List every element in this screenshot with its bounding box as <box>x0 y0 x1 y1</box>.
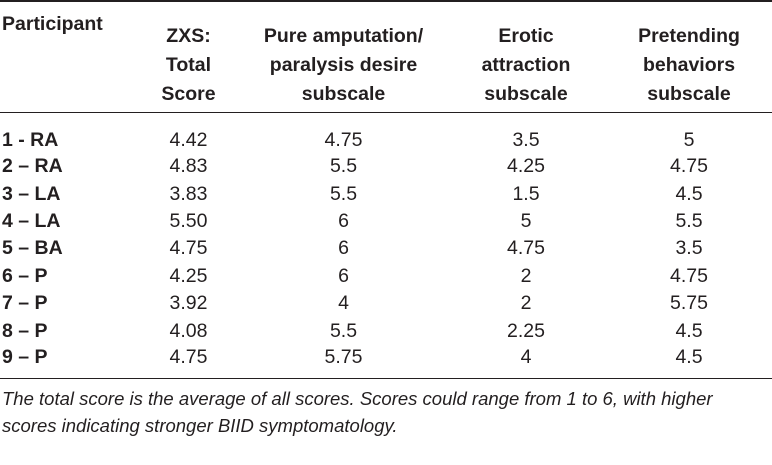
amputation-cell: 5.5 <box>329 182 358 205</box>
header-line: Erotic <box>498 24 554 47</box>
table-header: Participant ZXS: Total Score Pure amputa… <box>0 1 772 112</box>
amputation-cell: 6 <box>338 209 349 232</box>
participant-cell: 2 – RA <box>2 155 63 178</box>
pretending-cell: 5.5 <box>675 209 703 232</box>
header-participant-line: Participant <box>2 13 103 35</box>
participant-cell: 9 – P <box>2 346 48 369</box>
table-row: 8 – P 4.08 5.5 2.25 4.5 <box>0 317 772 344</box>
participant-cell: 7 – P <box>2 292 48 315</box>
header-pretending-subscale: Pretending behaviors subscale <box>606 1 772 112</box>
amputation-cell: 5.75 <box>324 346 363 369</box>
table-footnote: The total score is the average of all sc… <box>0 379 772 439</box>
erotic-cell: 2.25 <box>507 319 545 342</box>
table-row: 4 – LA 5.50 6 5 5.5 <box>0 207 772 234</box>
header-line: ZXS: <box>166 24 211 47</box>
erotic-cell: 4.25 <box>507 155 545 178</box>
header-amputation-subscale: Pure amputation/ paralysis desire subsca… <box>241 1 446 112</box>
table-row: 7 – P 3.92 4 2 5.75 <box>0 289 772 316</box>
erotic-cell: 2 <box>520 264 532 287</box>
footnote-line: scores indicating stronger BIID symptoma… <box>2 415 398 437</box>
header-line: Pretending <box>638 24 740 47</box>
table-body: 1 - RA 4.42 4.75 3.5 5 2 – RA 4.83 5.5 4… <box>0 112 772 379</box>
scores-table: Participant ZXS: Total Score Pure amputa… <box>0 1 772 379</box>
table-row: 3 – LA 3.83 5.5 1.5 4.5 <box>0 180 772 207</box>
header-row: Participant ZXS: Total Score Pure amputa… <box>0 1 772 112</box>
participant-cell: 4 – LA <box>2 209 61 232</box>
table-row: 2 – RA 4.83 5.5 4.25 4.75 <box>0 153 772 180</box>
erotic-cell: 2 <box>520 292 532 315</box>
total-score-cell: 3.92 <box>169 292 208 315</box>
erotic-cell: 4 <box>520 346 532 369</box>
erotic-cell: 1.5 <box>512 182 540 205</box>
pretending-cell: 4.5 <box>675 346 703 369</box>
header-line: Score <box>161 82 216 105</box>
header-line: attraction <box>481 53 571 76</box>
header-participant: Participant <box>0 1 136 112</box>
pretending-cell: 4.5 <box>675 182 703 205</box>
total-score-cell: 4.25 <box>169 264 208 287</box>
amputation-cell: 6 <box>338 237 349 260</box>
erotic-cell: 3.5 <box>512 128 540 151</box>
header-line: Pure amputation/ <box>263 24 424 47</box>
pretending-cell: 5 <box>683 128 695 151</box>
table-row: 1 - RA 4.42 4.75 3.5 5 <box>0 112 772 153</box>
pretending-cell: 4.5 <box>675 319 703 342</box>
total-score-cell: 4.83 <box>169 155 208 178</box>
header-line: subscale <box>647 82 731 105</box>
erotic-cell: 5 <box>520 209 532 232</box>
table-row: 6 – P 4.25 6 2 4.75 <box>0 262 772 289</box>
table-row: 9 – P 4.75 5.75 4 4.5 <box>0 344 772 379</box>
total-score-cell: 4.75 <box>169 346 208 369</box>
pretending-cell: 4.75 <box>670 155 708 178</box>
amputation-cell: 4.75 <box>324 128 363 151</box>
footnote-line: The total score is the average of all sc… <box>2 388 713 410</box>
participant-cell: 5 – BA <box>2 237 63 260</box>
amputation-cell: 5.5 <box>329 319 358 342</box>
table-row: 5 – BA 4.75 6 4.75 3.5 <box>0 235 772 262</box>
amputation-cell: 5.5 <box>329 155 358 178</box>
header-total-score: ZXS: Total Score <box>136 1 241 112</box>
header-line: subscale <box>301 82 386 105</box>
participant-cell: 3 – LA <box>2 182 61 205</box>
total-score-cell: 5.50 <box>169 209 208 232</box>
total-score-cell: 4.75 <box>169 237 208 260</box>
participant-cell: 8 – P <box>2 319 48 342</box>
participant-cell: 1 - RA <box>2 128 59 151</box>
total-score-cell: 4.42 <box>169 128 208 151</box>
header-line: Total <box>165 53 212 76</box>
amputation-cell: 6 <box>338 264 349 287</box>
amputation-cell: 4 <box>338 292 349 315</box>
total-score-cell: 3.83 <box>169 182 208 205</box>
header-erotic-subscale: Erotic attraction subscale <box>446 1 606 112</box>
header-line: subscale <box>484 82 568 105</box>
pretending-cell: 3.5 <box>675 237 703 260</box>
header-line: paralysis desire <box>269 53 418 76</box>
pretending-cell: 5.75 <box>670 292 708 315</box>
erotic-cell: 4.75 <box>507 237 545 260</box>
pretending-cell: 4.75 <box>670 264 708 287</box>
participant-cell: 6 – P <box>2 264 48 287</box>
header-line: behaviors <box>642 53 736 76</box>
total-score-cell: 4.08 <box>169 319 208 342</box>
